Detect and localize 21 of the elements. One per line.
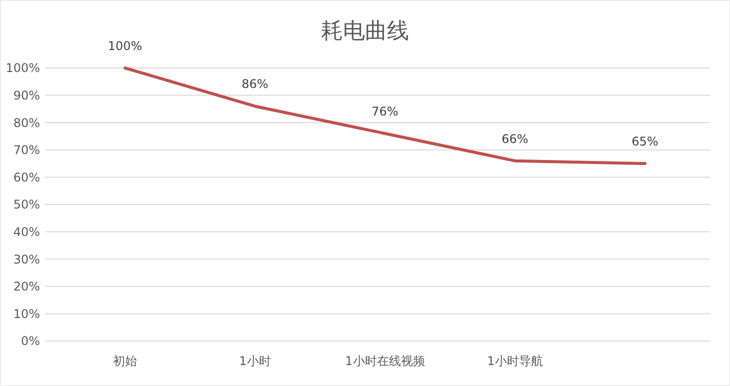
y-tick-label: 20%: [13, 280, 40, 294]
y-tick-label: 60%: [13, 170, 40, 184]
data-label: 100%: [108, 39, 142, 53]
chart-title: 耗电曲线: [321, 19, 409, 44]
y-tick-label: 40%: [13, 225, 40, 239]
y-tick-label: 80%: [13, 116, 40, 130]
y-tick-label: 0%: [20, 334, 40, 348]
x-tick-label: 1小时在线视频: [345, 354, 425, 368]
data-label: 76%: [372, 104, 398, 119]
y-tick-label: 50%: [13, 198, 40, 212]
y-tick-label: 90%: [13, 88, 40, 102]
data-label: 66%: [502, 132, 528, 146]
x-tick-label: 1小时导航: [487, 354, 543, 368]
data-label: 65%: [632, 134, 658, 149]
y-tick-label: 10%: [13, 306, 40, 321]
y-tick-label: 30%: [13, 252, 40, 266]
data-label: 86%: [242, 77, 268, 92]
x-tick-label: 1小时: [239, 354, 271, 368]
x-tick-label: 初始: [113, 354, 137, 368]
y-tick-label: 70%: [13, 143, 40, 158]
y-tick-label: 100%: [6, 61, 40, 76]
